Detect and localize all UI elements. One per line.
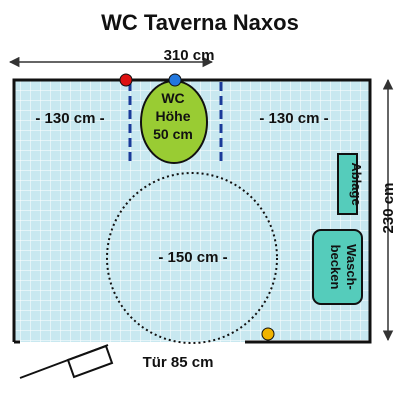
right-clearance-label: - 130 cm - (259, 110, 328, 127)
door-label: Tür 85 cm (143, 354, 214, 371)
shelf (337, 153, 358, 215)
walls (12, 78, 372, 344)
sink-label-1: Wasch- (344, 244, 359, 290)
toilet-label-2: Höhe (156, 108, 191, 124)
width-label: 310 cm (164, 47, 215, 64)
sink (312, 229, 363, 305)
blue-marker (168, 73, 182, 87)
left-clearance-label: - 130 cm - (35, 110, 104, 127)
page-title: WC Taverna Naxos (101, 10, 299, 35)
shelf-label: Ablage (349, 162, 364, 205)
toilet-label-1: WC (161, 90, 184, 106)
turning-circle (106, 172, 278, 344)
yellow-marker (261, 327, 275, 341)
sink-label-2: becken (328, 245, 343, 290)
door (19, 344, 114, 379)
height-label: 230 cm (380, 183, 397, 234)
toilet-label-3: 50 cm (153, 126, 193, 142)
turning-circle-label: - 150 cm - (158, 249, 227, 266)
red-marker (119, 73, 133, 87)
